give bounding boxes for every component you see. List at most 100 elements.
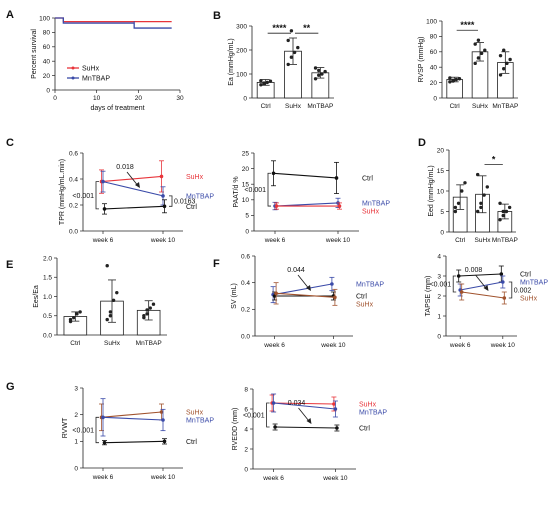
pa-legend-marker-MnTBAP <box>71 76 75 80</box>
pg2-series-label-MnTBAP: MnTBAP <box>359 410 387 417</box>
pe-point-MnTBAP <box>151 302 156 306</box>
pb1-point-Ctrl <box>268 79 273 83</box>
pc2-ylabel: PAAT/d % <box>233 176 240 207</box>
pa-ytick-label: 40 <box>43 59 51 66</box>
panel-f1: F 0.0 0.2 0.4 0.6 SV (mL) week 6 week 10 MnTBAP C… <box>213 253 384 349</box>
pa-ytick-label: 60 <box>43 44 51 51</box>
pb2-ylabel: RVSP (mmHg) <box>418 36 425 82</box>
pb2-xtick-label-SuHx: SuHx <box>472 103 489 110</box>
pc2-xtick-label: week 10 <box>325 237 351 244</box>
pg2-bracket-left <box>266 402 270 428</box>
pf1-series-label-MnTBAP: MnTBAP <box>356 282 384 289</box>
pg1-bracket-left <box>95 416 99 444</box>
pb1-ytick-label: 200 <box>236 47 247 54</box>
pd-point-Ctrl <box>453 205 458 210</box>
pf2-series-label-SuHx: SuHx <box>520 296 538 303</box>
pa-xtick-label: 20 <box>135 95 143 102</box>
pf1-xtick-label: week 10 <box>320 342 346 349</box>
pb2-ytick-label: 60 <box>430 49 438 56</box>
pc2-ytick-label: 10 <box>242 197 250 204</box>
pf1-point-Ctrl <box>272 294 277 298</box>
pg1-line-Ctrl <box>104 440 165 444</box>
pb2-point-MnTBAP <box>502 48 506 52</box>
pd-point-Ctrl <box>453 209 458 214</box>
pe-xtick-label-Ctrl: Ctrl <box>70 340 81 347</box>
pd-ytick-label: 15 <box>437 168 445 175</box>
pg2-ytick-label: 6 <box>244 406 248 413</box>
pc1-series-label-MnTBAP: MnTBAP <box>186 193 214 200</box>
pc2-ytick-label: 5 <box>245 213 249 220</box>
pb1-ylabel: Ea (mmHg/mL) <box>228 38 235 85</box>
pg1-point-MnTBAP <box>101 415 105 420</box>
pf2-point-SuHx <box>502 296 507 300</box>
pg2-point-MnTBAP <box>333 407 338 411</box>
pb2-point-MnTBAP <box>505 61 509 66</box>
pb2-point-Ctrl <box>457 77 462 81</box>
pe-xtick-label-SuHx: SuHx <box>104 340 121 347</box>
pd-point-Ctrl <box>460 189 464 193</box>
pc1-ytick-label: 0.6 <box>69 150 78 157</box>
pb2-ytick-label: 80 <box>430 34 438 41</box>
pc1-ytick-label: 0.4 <box>69 176 78 183</box>
pg2-xtick-label: week 6 <box>262 475 284 482</box>
pf2-annotation-0: <0.001 <box>430 282 452 289</box>
pg2-point-MnTBAP <box>271 401 276 405</box>
pd-point-SuHx <box>485 185 489 189</box>
pg1-ytick-label: 1 <box>74 439 78 446</box>
pd-point-Ctrl <box>463 181 467 185</box>
pe-point-SuHx <box>115 290 119 295</box>
pe-point-MnTBAP <box>142 314 146 318</box>
panel-b2: 0 20 40 60 80 100 RVSP (mmHg) Ctrl SuHx MnTBAP ***… <box>418 18 518 110</box>
pf1-line-MnTBAP <box>273 283 332 296</box>
pc2-ytick-label: 20 <box>242 166 250 173</box>
pf1-xtick-label: week 6 <box>263 342 285 349</box>
pd-point-Ctrl <box>456 201 461 205</box>
pb1-point-SuHx <box>289 29 294 33</box>
pc1-xtick-label: week 6 <box>92 237 114 244</box>
pe-point-Ctrl <box>78 310 82 314</box>
pb2-point-Ctrl <box>448 76 452 80</box>
panel-d: D 0 5 10 15 20 Eed (mmHg/mL) Ctrl SuHx MnTBAP * <box>418 137 518 244</box>
pb1-point-SuHx <box>286 62 290 67</box>
pg1-ylabel: RVWT <box>62 417 69 438</box>
pd-point-SuHx <box>479 201 483 205</box>
pf1-series-label-Ctrl: Ctrl <box>356 294 367 301</box>
pb1-point-SuHx <box>286 38 290 43</box>
pf1-line-SuHx <box>276 292 335 298</box>
pf2-point-Ctrl <box>456 274 461 278</box>
pc2-annotation-0: <0.001 <box>244 187 266 194</box>
pf2-series-label-MnTBAP: MnTBAP <box>520 280 548 287</box>
pg2-ytick-label: 2 <box>244 446 248 453</box>
pf2-annotation-arrowhead-1 <box>483 285 489 291</box>
pe-ytick-label: 0.0 <box>43 332 52 339</box>
pg1-point-Ctrl <box>162 439 167 444</box>
pb1-point-Ctrl <box>259 79 263 83</box>
pg1-series-label-Ctrl: Ctrl <box>186 439 197 446</box>
pb2-point-SuHx <box>483 48 487 52</box>
pe-point-MnTBAP <box>145 312 149 316</box>
pg2-line-MnTBAP <box>273 402 336 410</box>
pc1-point-SuHx <box>159 174 164 179</box>
pc2-bracket-left <box>267 172 271 207</box>
pb2-point-SuHx <box>476 38 481 42</box>
pg2-ylabel: RVEDD (mm) <box>232 408 239 451</box>
pa-xlabel: days of treatment <box>90 105 144 112</box>
pf2-ytick-label: 1 <box>437 313 441 320</box>
pb2-point-MnTBAP <box>508 57 512 62</box>
pb1-xtick-label-Ctrl: Ctrl <box>261 103 272 110</box>
pb2-point-MnTBAP <box>498 53 503 58</box>
pe-point-SuHx <box>108 314 113 318</box>
pc1-bracket-left <box>95 181 99 210</box>
pd-ylabel: Eed (mmHg/mL) <box>428 165 435 216</box>
pc2-xtick-label: week 6 <box>264 237 286 244</box>
pc1-line-MnTBAP <box>102 181 164 197</box>
pb1-point-SuHx <box>292 50 297 55</box>
pc1-point-Ctrl <box>102 207 107 211</box>
pb2-xtick-label-MnTBAP: MnTBAP <box>492 103 518 110</box>
pg2-annotation-arrowhead-1 <box>306 418 312 424</box>
pg2-ytick-label: 4 <box>244 426 248 433</box>
pb1-point-MnTBAP <box>320 72 324 76</box>
pc2-series-label-Ctrl: Ctrl <box>362 175 373 182</box>
